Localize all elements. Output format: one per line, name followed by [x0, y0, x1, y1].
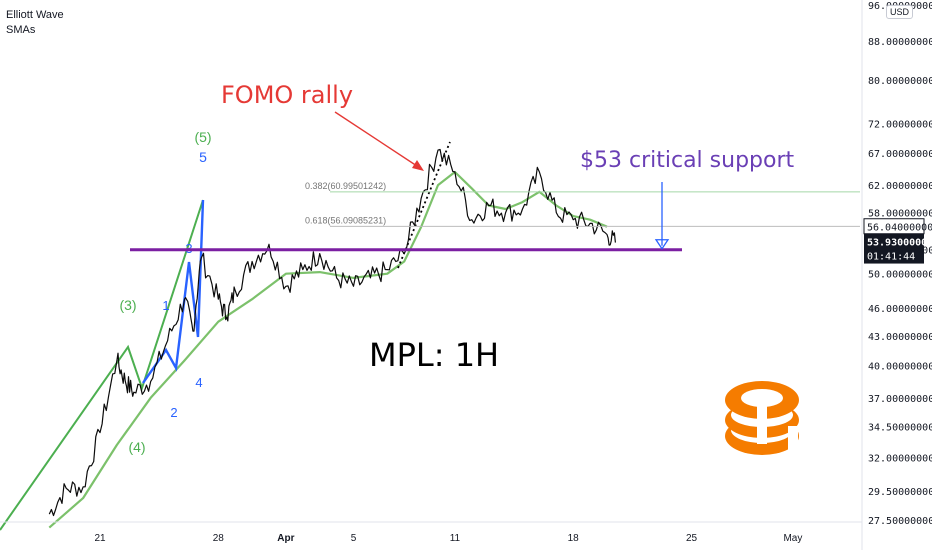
current-price-badge-bg: [864, 233, 924, 264]
y-tick-label-14[interactable]: 32.00000000: [868, 454, 932, 465]
sma-layer: [48, 170, 608, 529]
logo-notch: [788, 426, 798, 450]
price-layer: [48, 148, 616, 517]
prev-level-badge: 56.04000000: [867, 223, 932, 234]
y-tick-label-6[interactable]: 58.00000000: [868, 209, 932, 220]
sma-line: [48, 170, 608, 529]
y-tick-label-2[interactable]: 80.00000000: [868, 76, 932, 87]
support-annotation-label: $53 critical support: [580, 148, 794, 173]
coin-stack-logo: [725, 381, 799, 455]
x-tick-label-1[interactable]: 28: [213, 533, 225, 544]
x-tick-label-0[interactable]: 21: [94, 533, 106, 544]
y-tick-label-1[interactable]: 88.00000000: [868, 37, 932, 48]
annotation-layer: 0.382(60.99501242) 0.618(56.09085231) (5) 5…: [119, 81, 860, 455]
y-tick-label-9[interactable]: 46.00000000: [868, 304, 932, 315]
fib-label-0382: 0.382(60.99501242): [305, 181, 386, 191]
countdown-label: 01:41:44: [867, 252, 915, 263]
fomo-rally-label: FOMO rally: [221, 81, 353, 109]
x-tick-label-3[interactable]: 5: [351, 533, 357, 544]
legend-smas[interactable]: SMAs: [6, 24, 36, 36]
y-tick-label-13[interactable]: 34.50000000: [868, 423, 932, 434]
wave-label-g3: (3): [119, 297, 136, 313]
y-tick-label-16[interactable]: 27.50000000: [868, 516, 932, 527]
fomo-arrow-line: [334, 111, 421, 169]
y-tick-label-11[interactable]: 40.00000000: [868, 362, 932, 373]
x-tick-label-4[interactable]: 11: [450, 533, 461, 544]
logo-stem: [757, 404, 767, 444]
logo-coin-hole: [741, 389, 783, 407]
current-price-label: 53.93000000: [867, 238, 932, 249]
y-tick-label-15[interactable]: 29.50000000: [868, 487, 932, 498]
x-tick-label-5[interactable]: 18: [568, 533, 580, 544]
wave-label-b1: 1: [162, 298, 169, 313]
x-tick-label-2[interactable]: Apr: [277, 533, 294, 544]
wave-label-b5: 5: [199, 149, 207, 165]
support-arrow-head: [654, 239, 670, 250]
fib-label-0618: 0.618(56.09085231): [305, 215, 386, 225]
currency-badge[interactable]: USD: [886, 5, 914, 19]
y-tick-label-3[interactable]: 72.00000000: [868, 120, 932, 131]
wave-label-g5: (5): [194, 129, 211, 145]
y-tick-label-5[interactable]: 62.00000000: [868, 181, 932, 192]
y-tick-label-8[interactable]: 50.00000000: [868, 270, 932, 281]
wave-label-g4: (4): [128, 439, 145, 455]
y-tick-label-10[interactable]: 43.00000000: [868, 332, 932, 343]
x-tick-label-6[interactable]: 25: [686, 533, 698, 544]
fomo-arrow-head: [412, 160, 424, 171]
legend-elliott-wave[interactable]: Elliott Wave: [6, 9, 64, 21]
wave-label-b2: 2: [170, 405, 177, 420]
wave-label-b4: 4: [195, 375, 202, 390]
elliott-wave-green: [0, 199, 204, 531]
y-tick-label-12[interactable]: 37.00000000: [868, 394, 932, 405]
mpl-timeframe-label: MPL: 1H: [369, 336, 499, 374]
x-tick-label-7[interactable]: May: [783, 533, 802, 544]
price-line: [48, 148, 616, 517]
y-tick-label-4[interactable]: 67.00000000: [868, 149, 932, 160]
